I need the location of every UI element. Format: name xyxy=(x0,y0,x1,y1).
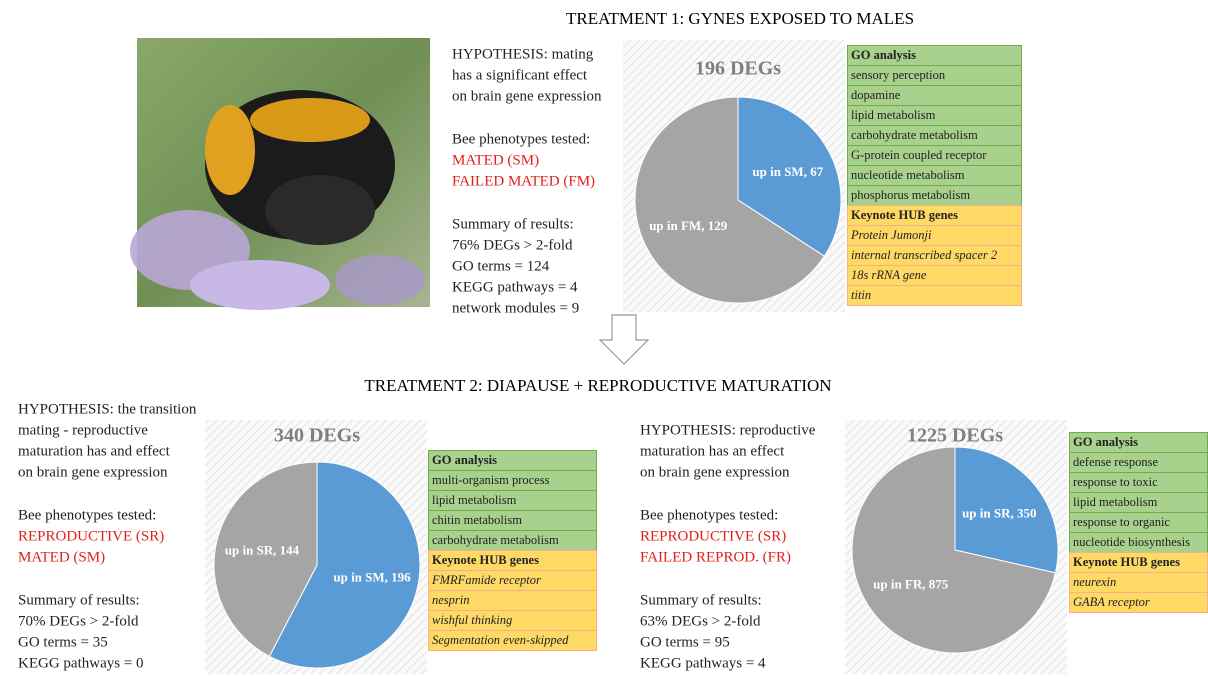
summary-label: Summary of results: xyxy=(18,592,140,608)
hypothesis-line: on brain gene expression xyxy=(452,88,602,104)
hypothesis-line: HYPOTHESIS: reproductive xyxy=(640,422,816,438)
hypothesis-line: maturation has an effect xyxy=(640,443,785,459)
hub-gene: neurexin xyxy=(1073,575,1116,589)
hub-header: Keynote HUB genes xyxy=(851,208,958,222)
summary-line: 76% DEGs > 2-fold xyxy=(452,237,573,253)
go-term: lipid metabolism xyxy=(1073,495,1158,509)
bee-photo xyxy=(130,38,430,310)
phenotypes-label: Bee phenotypes tested: xyxy=(18,507,156,523)
hub-gene: GABA receptor xyxy=(1073,595,1150,609)
slice-label: up in SR, 350 xyxy=(962,506,1036,521)
summary-line: KEGG pathways = 4 xyxy=(452,279,578,295)
go-term: carbohydrate metabolism xyxy=(851,128,978,142)
hub-gene: 18s rRNA gene xyxy=(851,268,927,282)
phenotype: MATED (SM) xyxy=(452,152,539,168)
go-term: phosphorus metabolism xyxy=(851,188,970,202)
summary-line: GO terms = 124 xyxy=(452,258,550,274)
slice-label: up in SM, 67 xyxy=(752,164,823,179)
treatment-title: TREATMENT 1: GYNES EXPOSED TO MALES xyxy=(566,9,914,28)
hypothesis-line: maturation has and effect xyxy=(18,443,171,459)
go-term: multi-organism process xyxy=(432,473,550,487)
slice-label: up in FR, 875 xyxy=(873,576,949,591)
summary-label: Summary of results: xyxy=(640,592,762,608)
slice-label: up in FM, 129 xyxy=(649,218,728,233)
go-header: GO analysis xyxy=(851,48,916,62)
slice-label: up in SM, 196 xyxy=(333,569,411,584)
hub-header: Keynote HUB genes xyxy=(432,553,539,567)
phenotype: MATED (SM) xyxy=(18,549,105,565)
go-term: defense response xyxy=(1073,455,1158,469)
chart-title: 1225 DEGs xyxy=(907,425,1003,447)
summary-line: GO terms = 95 xyxy=(640,634,730,650)
down-arrow xyxy=(600,315,648,364)
summary-line: KEGG pathways = 0 xyxy=(18,655,144,671)
hub-gene: FMRFamide receptor xyxy=(431,573,541,587)
go-term: response to toxic xyxy=(1073,475,1158,489)
phenotypes-label: Bee phenotypes tested: xyxy=(452,131,590,147)
phenotypes-label: Bee phenotypes tested: xyxy=(640,507,778,523)
hub-gene-cell xyxy=(848,286,1022,306)
go-term: nucleotide metabolism xyxy=(851,168,965,182)
hub-gene: Protein Jumonji xyxy=(850,228,932,242)
hub-gene: nesprin xyxy=(432,593,470,607)
go-header: GO analysis xyxy=(432,453,497,467)
phenotype: REPRODUCTIVE (SR) xyxy=(18,528,164,544)
hub-gene: titin xyxy=(851,288,871,302)
summary-line: KEGG pathways = 4 xyxy=(640,655,766,671)
summary-line: GO terms = 35 xyxy=(18,634,108,650)
go-term: chitin metabolism xyxy=(432,513,522,527)
go-term: carbohydrate metabolism xyxy=(432,533,559,547)
hub-gene: Segmentation even-skipped xyxy=(432,633,569,647)
summary-line: 63% DEGs > 2-fold xyxy=(640,613,761,629)
summary-label: Summary of results: xyxy=(452,216,574,232)
treatment-title: TREATMENT 2: DIAPAUSE + REPRODUCTIVE MAT… xyxy=(364,376,831,395)
hypothesis-line: on brain gene expression xyxy=(640,464,790,480)
go-term: G-protein coupled receptor xyxy=(851,148,987,162)
chart-title: 340 DEGs xyxy=(274,425,360,447)
go-term: nucleotide biosynthesis xyxy=(1073,535,1190,549)
go-header: GO analysis xyxy=(1073,435,1138,449)
hypothesis-line: has a significant effect xyxy=(452,67,588,83)
infographic: TREATMENT 1: GYNES EXPOSED TO MALES TREA… xyxy=(0,0,1208,674)
go-term: response to organic xyxy=(1073,515,1170,529)
hub-header: Keynote HUB genes xyxy=(1073,555,1180,569)
go-term: dopamine xyxy=(851,88,901,102)
hub-gene: internal transcribed spacer 2 xyxy=(851,248,997,262)
hub-gene: wishful thinking xyxy=(432,613,512,627)
summary-line: network modules = 9 xyxy=(452,300,579,316)
go-term: lipid metabolism xyxy=(432,493,517,507)
go-term: sensory perception xyxy=(851,68,946,82)
phenotype: FAILED REPROD. (FR) xyxy=(640,549,791,565)
hypothesis-line: mating - reproductive xyxy=(18,422,148,438)
hypothesis-line: on brain gene expression xyxy=(18,464,168,480)
phenotype: REPRODUCTIVE (SR) xyxy=(640,528,786,544)
hypothesis-line: HYPOTHESIS: the transition xyxy=(18,401,197,417)
summary-line: 70% DEGs > 2-fold xyxy=(18,613,139,629)
chart-title: 196 DEGs xyxy=(695,58,781,80)
go-term: lipid metabolism xyxy=(851,108,936,122)
hypothesis-line: HYPOTHESIS: mating xyxy=(452,46,594,62)
phenotype: FAILED MATED (FM) xyxy=(452,173,595,189)
slice-label: up in SR, 144 xyxy=(225,543,300,558)
